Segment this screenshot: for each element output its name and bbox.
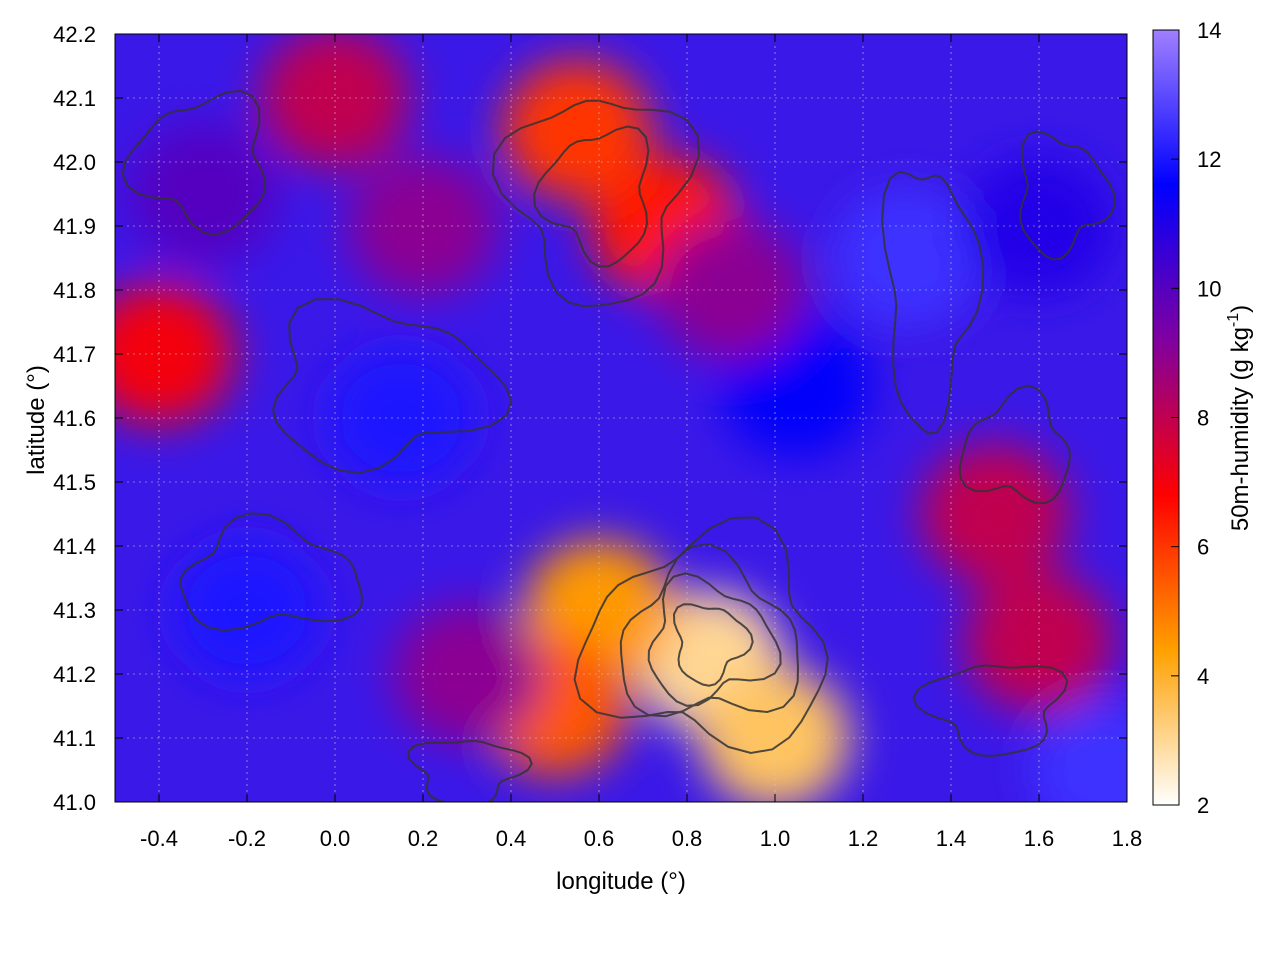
heat-region — [920, 443, 1070, 585]
x-tick-label: 0.6 — [584, 826, 615, 851]
x-tick-label: 1.4 — [936, 826, 967, 851]
x-tick-label: -0.2 — [228, 826, 266, 851]
contour-line — [672, 603, 754, 687]
heat-region — [326, 347, 476, 489]
contour-line — [573, 516, 829, 755]
y-tick-label: 41.6 — [53, 406, 96, 431]
colorbar-tick-label: 8 — [1197, 406, 1209, 431]
colorbar-tick-label: 6 — [1197, 535, 1209, 560]
x-tick-label: 0.0 — [320, 826, 351, 851]
heat-region — [656, 219, 806, 361]
heat-region — [1030, 699, 1127, 802]
contour-line — [912, 664, 1069, 757]
colorbar-tick-label: 4 — [1197, 664, 1209, 689]
grid — [115, 34, 1127, 802]
colorbar-label-close: ) — [1227, 305, 1254, 313]
contour-line — [958, 384, 1072, 505]
contour-lines — [121, 89, 1116, 802]
plot-area — [115, 34, 1127, 802]
y-tick-label: 41.3 — [53, 598, 96, 623]
y-tick-label: 42.0 — [53, 150, 96, 175]
y-axis: 41.0 41.1 41.2 41.3 41.4 41.5 41.6 41.7 41.8 41.9… — [53, 22, 1127, 815]
x-tick-label: 1.2 — [848, 826, 879, 851]
y-tick-label: 42.2 — [53, 22, 96, 47]
contour-line — [491, 99, 701, 308]
colorbar-tick-label: 2 — [1197, 793, 1209, 818]
y-tick-label: 41.1 — [53, 726, 96, 751]
contour-line — [1019, 130, 1116, 261]
contour-line — [533, 125, 650, 268]
contour-line — [407, 739, 533, 802]
colorbar-label-main: 50m-humidity (g kg — [1227, 327, 1254, 531]
heat-region — [115, 283, 234, 425]
colorbar-label-sup: -1 — [1225, 313, 1242, 327]
contour-line — [647, 572, 782, 707]
x-tick-label: 1.6 — [1024, 826, 1055, 851]
y-tick-label: 41.4 — [53, 534, 96, 559]
x-tick-label: 0.4 — [496, 826, 527, 851]
y-tick-label: 41.7 — [53, 342, 96, 367]
colorbar-axis: 2 4 6 8 10 12 14 — [1171, 18, 1221, 818]
y-tick-label: 41.9 — [53, 214, 96, 239]
y-tick-label: 41.8 — [53, 278, 96, 303]
heat-field — [115, 34, 1127, 802]
y-axis-label: latitude (°) — [23, 365, 50, 475]
contour-line — [179, 512, 363, 632]
heat-region — [502, 59, 652, 201]
x-tick-label: 0.8 — [672, 826, 703, 851]
heat-region — [260, 34, 410, 169]
colorbar-tick-label: 12 — [1197, 147, 1221, 172]
y-tick-label: 41.0 — [53, 790, 96, 815]
x-tick-label: 1.8 — [1112, 826, 1143, 851]
heat-region — [832, 187, 982, 329]
contour-line — [619, 543, 800, 718]
x-axis-label: longitude (°) — [556, 868, 686, 895]
colorbar-tick-label: 10 — [1197, 276, 1221, 301]
contour-line — [121, 89, 267, 236]
y-tick-label: 41.2 — [53, 662, 96, 687]
contour-line — [272, 298, 513, 474]
colorbar-tick-label: 14 — [1197, 18, 1221, 43]
heat-region — [128, 123, 278, 265]
x-tick-label: 1.0 — [760, 826, 791, 851]
x-tick-label: 0.2 — [408, 826, 439, 851]
colorbar-label: 50m-humidity (g kg-1) — [1225, 305, 1254, 531]
contour-line — [881, 170, 985, 435]
x-axis: -0.4 -0.2 0.0 0.2 0.4 0.6 0.8 1.0 1.2 1.4 1.6 1.8 — [140, 34, 1142, 851]
x-tick-label: -0.4 — [140, 826, 178, 851]
heat-region — [392, 603, 542, 745]
y-tick-label: 41.5 — [53, 470, 96, 495]
y-tick-label: 42.1 — [53, 86, 96, 111]
